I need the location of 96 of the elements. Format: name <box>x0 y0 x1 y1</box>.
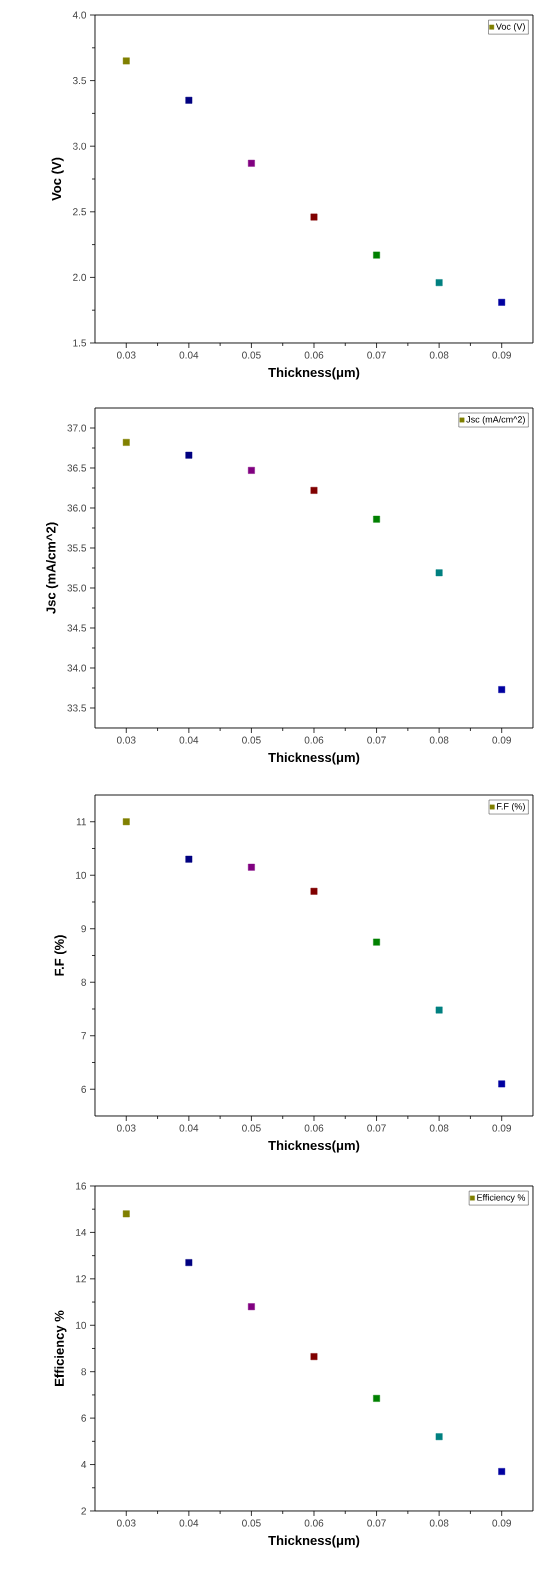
point <box>435 569 443 577</box>
y-tick-label: 9 <box>81 925 86 933</box>
x-tick-label: 0.09 <box>492 351 511 359</box>
x-tick-label: 0.05 <box>242 1519 261 1527</box>
point <box>373 251 380 259</box>
y-tick-label: 2.0 <box>73 273 87 281</box>
y-tick-label: 6 <box>81 1085 87 1093</box>
point <box>122 818 130 826</box>
point <box>248 467 255 474</box>
x-tick-label: 0.07 <box>367 736 386 744</box>
x-tick-label: 0.07 <box>367 1519 386 1527</box>
y-tick-label: 8 <box>81 1368 87 1376</box>
y-tick-label: 34.0 <box>67 664 87 672</box>
y-tick-label: 2 <box>81 1507 86 1515</box>
x-tick-label: 0.03 <box>116 1519 136 1527</box>
x-tick-label: 0.06 <box>304 1519 324 1527</box>
x-tick-label: 0.07 <box>367 1124 386 1132</box>
point <box>248 863 255 871</box>
y-axis-title: Efficiency % <box>54 1310 67 1386</box>
y-tick-label: 12 <box>76 1275 86 1283</box>
x-tick-label: 0.07 <box>367 351 386 359</box>
point <box>373 938 380 946</box>
x-tick-label: 0.05 <box>242 736 261 744</box>
point <box>310 213 318 221</box>
x-tick-label: 0.06 <box>304 351 324 359</box>
x-tick-label: 0.08 <box>429 736 449 744</box>
y-tick-label: 3.0 <box>72 142 87 150</box>
x-tick-label: 0.09 <box>492 1124 511 1132</box>
x-tick-label: 0.06 <box>304 736 324 744</box>
x-tick-label: 0.08 <box>429 351 449 359</box>
x-tick-label: 0.08 <box>429 1124 449 1132</box>
point <box>435 1433 443 1441</box>
x-tick-label: 0.03 <box>116 351 136 359</box>
legend-label: Jsc (mA/cm^2) <box>466 416 525 425</box>
legend-label: Efficiency % <box>477 1194 526 1203</box>
y-tick-label: 6 <box>81 1414 87 1422</box>
point <box>498 298 506 306</box>
x-axis-title: Thickness(μm) <box>268 1140 360 1153</box>
point <box>185 1259 193 1266</box>
y-tick-label: 11 <box>76 818 86 826</box>
point <box>185 855 193 863</box>
x-tick-label: 0.06 <box>304 1124 324 1132</box>
point <box>248 159 255 167</box>
y-tick-label: 4.0 <box>72 11 87 19</box>
point <box>185 96 193 104</box>
legend-label: Voc (V) <box>495 23 525 32</box>
y-tick-label: 10 <box>76 871 87 879</box>
x-tick-label: 0.04 <box>179 1124 199 1132</box>
point <box>498 1468 506 1475</box>
y-tick-label: 1.5 <box>73 339 87 347</box>
y-tick-label: 4 <box>81 1461 87 1468</box>
point <box>498 686 506 693</box>
point <box>310 887 318 895</box>
y-axis-title: Jsc (mA/cm^2) <box>46 522 59 614</box>
y-tick-label: 35.0 <box>67 584 87 592</box>
y-tick-label: 14 <box>76 1228 87 1236</box>
point <box>122 57 130 65</box>
point <box>310 1353 318 1361</box>
point <box>248 1303 255 1311</box>
x-tick-label: 0.05 <box>242 351 261 359</box>
y-tick-label: 10 <box>76 1321 87 1329</box>
y-tick-label: 33.5 <box>67 704 87 712</box>
y-tick-label: 37.0 <box>67 424 87 432</box>
y-axis-title: F.F (%) <box>54 935 67 976</box>
y-tick-label: 8 <box>81 978 87 986</box>
y-tick-label: 36.0 <box>67 504 87 512</box>
y-tick-label: 34.5 <box>67 624 87 632</box>
y-tick-label: 2.5 <box>73 208 87 216</box>
point <box>373 1395 380 1402</box>
point <box>435 1006 443 1014</box>
x-axis-title: Thickness(μm) <box>268 1535 360 1548</box>
x-tick-label: 0.03 <box>116 1124 136 1132</box>
point <box>122 1210 130 1218</box>
y-tick-label: 7 <box>81 1032 86 1040</box>
point <box>185 451 193 459</box>
point <box>435 279 443 287</box>
y-tick-label: 3.5 <box>72 77 87 85</box>
point <box>373 515 380 523</box>
y-tick-label: 36.5 <box>67 464 87 472</box>
x-tick-label: 0.09 <box>492 736 511 744</box>
y-axis-title: Voc (V) <box>51 157 64 201</box>
x-tick-label: 0.05 <box>242 1124 261 1132</box>
x-tick-label: 0.09 <box>492 1519 511 1527</box>
x-tick-label: 0.03 <box>116 736 136 744</box>
y-tick-label: 16 <box>76 1182 87 1190</box>
legend-label: F.F (%) <box>497 803 525 812</box>
y-tick-label: 35.5 <box>67 544 87 552</box>
point <box>310 487 318 494</box>
point <box>498 1080 506 1088</box>
x-axis-title: Thickness(μm) <box>268 752 360 765</box>
x-tick-label: 0.08 <box>429 1519 449 1527</box>
x-tick-label: 0.04 <box>179 351 199 359</box>
x-axis-title: Thickness(μm) <box>268 367 360 380</box>
x-tick-label: 0.04 <box>179 1519 199 1527</box>
x-tick-label: 0.04 <box>179 736 199 744</box>
point <box>122 439 130 446</box>
